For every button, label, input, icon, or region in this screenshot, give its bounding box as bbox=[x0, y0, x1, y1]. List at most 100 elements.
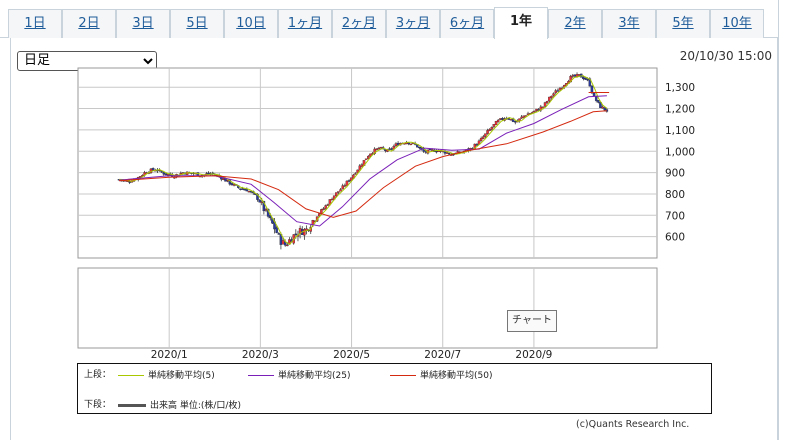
tab-10[interactable]: 2年 bbox=[548, 9, 602, 38]
candle-body bbox=[162, 172, 166, 175]
candle-body bbox=[358, 165, 361, 171]
tab-4[interactable]: 10日 bbox=[224, 9, 278, 38]
tab-9[interactable]: 1年 bbox=[494, 7, 548, 39]
tab-2[interactable]: 3日 bbox=[116, 9, 170, 38]
candle-body bbox=[584, 78, 587, 80]
candle-body bbox=[230, 183, 234, 186]
tab-0[interactable]: 1日 bbox=[8, 9, 62, 38]
candle-body bbox=[520, 116, 523, 119]
tab-11[interactable]: 3年 bbox=[602, 9, 656, 38]
candle-body bbox=[349, 177, 353, 181]
tab-5[interactable]: 1ヶ月 bbox=[278, 9, 332, 38]
candle-body bbox=[356, 169, 359, 173]
candle-body bbox=[558, 88, 562, 91]
candle-body bbox=[533, 110, 536, 113]
candle-body bbox=[552, 93, 555, 96]
candle-body bbox=[514, 121, 517, 123]
candle-body bbox=[207, 172, 210, 175]
candle-body bbox=[347, 180, 351, 182]
y-tick-label: 1,000 bbox=[665, 146, 695, 158]
candle-body bbox=[335, 192, 338, 197]
tab-13[interactable]: 10年 bbox=[710, 9, 764, 38]
candle-body bbox=[548, 96, 551, 102]
candle-body bbox=[294, 233, 298, 236]
candle-body bbox=[330, 198, 334, 201]
candle-body bbox=[445, 152, 449, 154]
y-tick-label: 700 bbox=[665, 210, 685, 222]
chart-button[interactable]: チャート bbox=[507, 310, 557, 332]
candle-body bbox=[303, 229, 306, 236]
tab-8[interactable]: 6ヶ月 bbox=[440, 9, 494, 38]
x-tick-label: 2020/1 bbox=[151, 349, 188, 361]
y-tick-label: 800 bbox=[665, 189, 685, 201]
candle-body bbox=[360, 164, 364, 167]
candle-body bbox=[437, 150, 440, 153]
y-tick-label: 1,300 bbox=[665, 82, 695, 94]
candle-body bbox=[324, 205, 327, 209]
tab-6[interactable]: 2ヶ月 bbox=[332, 9, 386, 38]
candle-body bbox=[507, 118, 511, 120]
candle-body bbox=[328, 199, 332, 205]
candle-body bbox=[499, 118, 502, 120]
candle-body bbox=[326, 204, 330, 206]
candle-body bbox=[367, 156, 370, 159]
candle-body bbox=[262, 201, 266, 212]
window-right-edge bbox=[778, 0, 786, 440]
candle-body bbox=[501, 118, 504, 120]
candle-body bbox=[556, 90, 560, 92]
volume-label: 出来高 単位:(株/口/枚) bbox=[150, 401, 241, 411]
candle-body bbox=[343, 185, 347, 187]
candle-body bbox=[550, 95, 553, 98]
candle-body bbox=[597, 100, 600, 103]
candle-body bbox=[435, 150, 438, 153]
candle-body bbox=[488, 128, 491, 131]
candle-body bbox=[535, 108, 538, 111]
candle-body bbox=[364, 158, 368, 160]
candle-body bbox=[571, 75, 575, 77]
candle-body bbox=[573, 74, 577, 77]
ma5-swatch bbox=[118, 375, 144, 376]
ma50-line bbox=[118, 110, 607, 218]
price-plot-frame bbox=[77, 67, 658, 259]
chart-legend: 上段： 単純移動平均(5) 単純移動平均(25) 単純移動平均(50) 下段： … bbox=[77, 363, 712, 414]
candle-body bbox=[239, 188, 242, 190]
candle-body bbox=[345, 180, 349, 186]
candle-body bbox=[264, 209, 268, 211]
candle-body bbox=[569, 76, 572, 83]
ma5-line bbox=[118, 75, 608, 245]
candle-body bbox=[430, 149, 434, 151]
tab-3[interactable]: 5日 bbox=[170, 9, 224, 38]
last-update-timestamp: 20/10/30 15:00 bbox=[679, 49, 772, 63]
candle-body bbox=[128, 181, 131, 183]
candle-body bbox=[286, 244, 289, 247]
candle-body bbox=[409, 143, 413, 146]
tab-7[interactable]: 3ヶ月 bbox=[386, 9, 440, 38]
volume-plot-frame bbox=[77, 267, 658, 349]
candle-body bbox=[492, 124, 496, 127]
legend-lower-row: 下段： bbox=[84, 398, 111, 412]
candle-body bbox=[320, 209, 323, 214]
candle-body bbox=[222, 178, 225, 180]
ma25-label: 単純移動平均(25) bbox=[278, 371, 351, 381]
legend-ma25: 単純移動平均(25) bbox=[248, 368, 350, 382]
candle-body bbox=[592, 92, 596, 96]
candle-body bbox=[545, 101, 549, 104]
candle-body bbox=[390, 148, 393, 150]
candle-body bbox=[277, 233, 281, 235]
candle-body bbox=[479, 137, 483, 141]
candle-body bbox=[594, 96, 598, 101]
candle-body bbox=[339, 189, 342, 192]
candle-body bbox=[577, 74, 581, 76]
ma50-label: 単純移動平均(50) bbox=[420, 371, 493, 381]
tab-1[interactable]: 2日 bbox=[62, 9, 116, 38]
volume-swatch bbox=[118, 404, 146, 407]
candle-body bbox=[379, 147, 383, 149]
candle-body bbox=[369, 153, 372, 157]
candle-body bbox=[164, 173, 168, 175]
x-tick-label: 2020/9 bbox=[515, 349, 552, 361]
candle-body bbox=[496, 119, 500, 123]
tab-12[interactable]: 5年 bbox=[656, 9, 710, 38]
candle-body bbox=[418, 146, 421, 149]
legend-lower-label: 下段： bbox=[84, 400, 112, 410]
